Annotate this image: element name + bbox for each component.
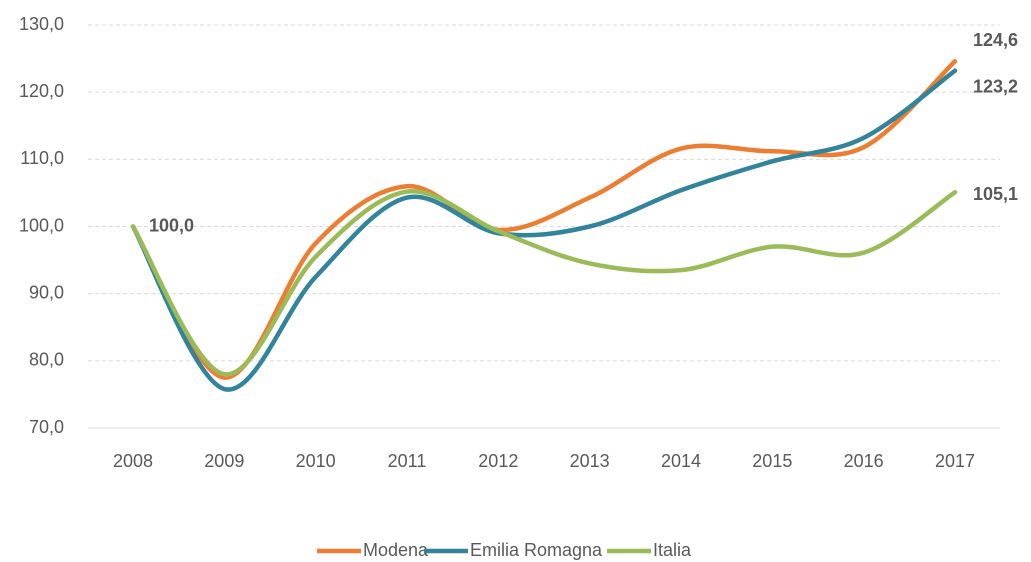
y-tick-label: 120,0 bbox=[19, 81, 64, 101]
x-tick-label: 2013 bbox=[570, 451, 610, 471]
legend-label: Emilia Romagna bbox=[470, 540, 603, 560]
x-tick-label: 2009 bbox=[204, 451, 244, 471]
legend-label: Italia bbox=[653, 540, 692, 560]
x-tick-label: 2012 bbox=[478, 451, 518, 471]
series-line bbox=[130, 68, 958, 392]
y-tick-label: 70,0 bbox=[29, 417, 64, 437]
legend-label: Modena bbox=[363, 540, 429, 560]
x-tick-label: 2014 bbox=[661, 451, 701, 471]
x-tick-label: 2015 bbox=[752, 451, 792, 471]
data-label: 123,2 bbox=[973, 76, 1018, 96]
y-tick-label: 90,0 bbox=[29, 282, 64, 302]
data-label: 105,1 bbox=[973, 184, 1018, 204]
x-tick-label: 2017 bbox=[935, 451, 975, 471]
y-tick-label: 130,0 bbox=[19, 14, 64, 34]
y-tick-label: 110,0 bbox=[20, 148, 64, 168]
series-line bbox=[130, 189, 958, 377]
data-label: 124,6 bbox=[973, 30, 1018, 50]
data-label: 100,0 bbox=[149, 215, 194, 235]
x-tick-label: 2016 bbox=[844, 451, 884, 471]
x-tick-label: 2008 bbox=[113, 451, 153, 471]
x-tick-label: 2011 bbox=[388, 451, 427, 471]
x-tick-label: 2010 bbox=[296, 451, 336, 471]
y-tick-label: 80,0 bbox=[29, 350, 64, 370]
y-tick-label: 100,0 bbox=[19, 215, 64, 235]
series-line bbox=[130, 59, 958, 380]
